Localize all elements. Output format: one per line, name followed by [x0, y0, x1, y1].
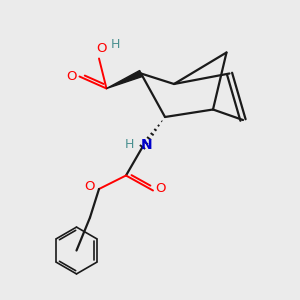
Text: H: H: [111, 38, 120, 51]
Text: O: O: [155, 182, 166, 196]
Text: O: O: [84, 179, 95, 193]
Text: H: H: [125, 138, 135, 151]
Text: N: N: [141, 138, 153, 152]
Polygon shape: [106, 70, 142, 88]
Text: O: O: [96, 42, 107, 56]
Text: O: O: [66, 70, 76, 83]
